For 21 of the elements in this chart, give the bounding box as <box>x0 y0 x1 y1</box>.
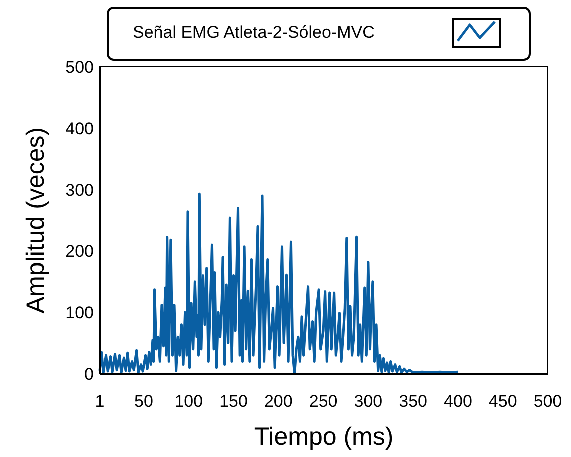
x-axis-title: Tiempo (ms) <box>254 423 394 451</box>
y-tick-label: 0 <box>84 364 94 384</box>
y-tick-label: 100 <box>66 304 94 323</box>
x-tick-label: 1 <box>95 392 105 411</box>
y-axis-title: Amplitud (veces) <box>22 127 50 314</box>
text: Señal EMG Atleta-2-Sóleo-MVC <box>133 23 375 42</box>
x-tick-label: 200 <box>264 392 293 411</box>
x-tick-label: 500 <box>534 392 562 411</box>
y-tick-label: 300 <box>66 180 94 200</box>
x-tick-label: 450 <box>488 392 518 411</box>
x-tick-label: 350 <box>399 392 428 411</box>
x-tick-label: 100 <box>174 392 204 411</box>
x-tick-label: 150 <box>220 392 248 411</box>
y-tick-label: 500 <box>66 58 94 77</box>
y-tick-label: 400 <box>66 119 94 138</box>
x-tick-label: 400 <box>444 392 472 411</box>
line-series <box>98 192 460 376</box>
x-tick-label: 50 <box>134 392 154 411</box>
x-tick-label: 250 <box>309 392 338 411</box>
y-tick-label: 200 <box>66 242 94 262</box>
x-tick-label: 300 <box>354 392 383 411</box>
